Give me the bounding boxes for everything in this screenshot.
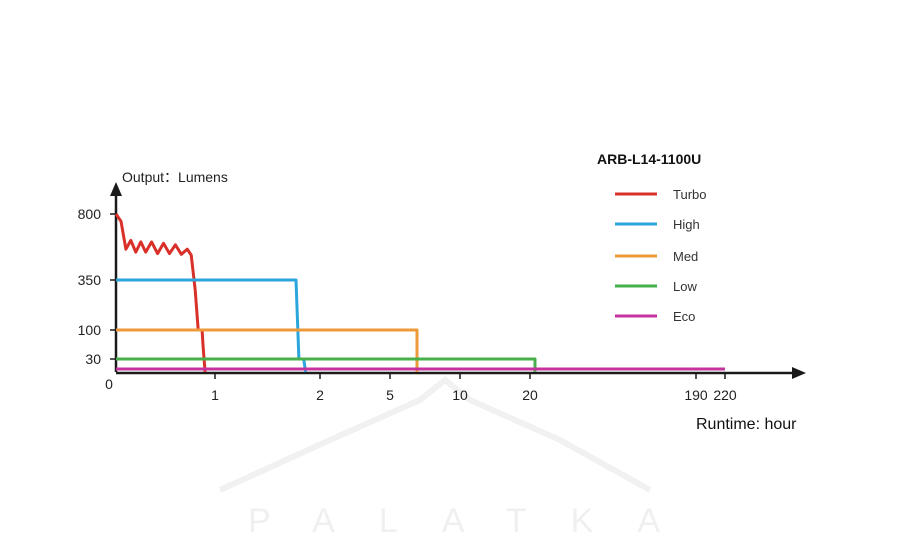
x-tick-label: 190 — [684, 387, 708, 403]
series-line-med — [116, 328, 419, 372]
y-tick-label: 800 — [78, 206, 102, 222]
chart-title: ARB-L14-1100U — [597, 151, 701, 167]
x-tick-label: 20 — [522, 387, 538, 403]
series-lines — [114, 213, 725, 373]
legend: Turbo High Med Low Eco — [615, 187, 706, 324]
watermark-mountain-icon — [218, 376, 652, 493]
x-origin-label: 0 — [105, 376, 113, 392]
axes — [110, 182, 806, 379]
x-ticks: 0 1 2 5 10 20 190 220 — [105, 373, 737, 403]
watermark: PALATKA — [218, 376, 704, 540]
x-tick-label: 1 — [211, 387, 219, 403]
watermark-text: PALATKA — [248, 502, 704, 540]
legend-label-med: Med — [673, 249, 698, 264]
x-axis-label: Runtime: hour — [696, 416, 797, 433]
y-axis-arrow-icon — [110, 182, 122, 196]
y-ticks: 30 100 350 800 — [78, 206, 116, 367]
legend-label-eco: Eco — [673, 309, 695, 324]
legend-label-high: High — [673, 217, 700, 232]
x-axis-arrow-icon — [792, 367, 806, 379]
x-tick-label: 220 — [713, 387, 737, 403]
y-tick-label: 30 — [85, 351, 101, 367]
x-tick-label: 10 — [452, 387, 468, 403]
series-line-turbo — [114, 213, 207, 373]
x-tick-label: 5 — [386, 387, 394, 403]
x-tick-label: 2 — [316, 387, 324, 403]
y-axis-label: Output：Lumens — [122, 169, 228, 185]
legend-label-turbo: Turbo — [673, 187, 706, 202]
y-tick-label: 100 — [78, 322, 102, 338]
y-tick-label: 350 — [78, 272, 102, 288]
legend-label-low: Low — [673, 279, 697, 294]
